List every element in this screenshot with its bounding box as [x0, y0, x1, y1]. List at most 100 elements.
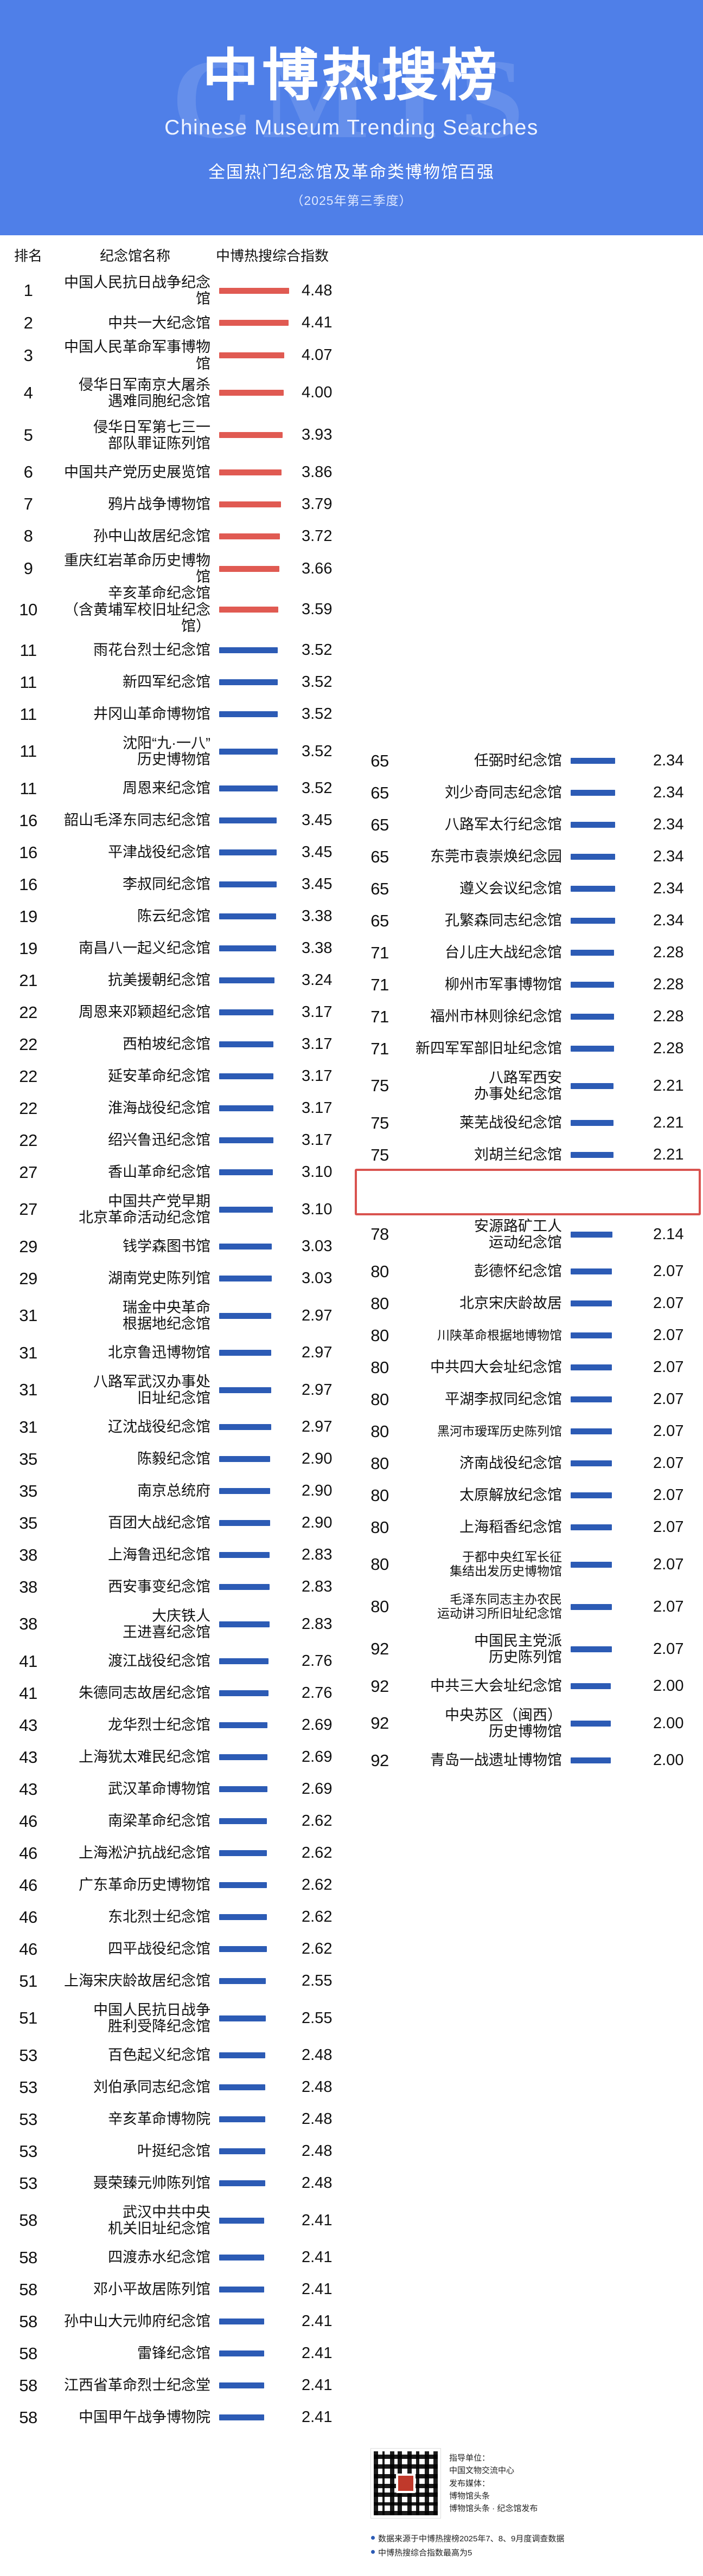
table-row[interactable]: 21 抗美援朝纪念馆 3.24: [0, 964, 352, 996]
table-row[interactable]: 31 八路军武汉办事处 旧址纪念馆 2.97: [0, 1369, 352, 1411]
table-row[interactable]: 22 淮海战役纪念馆 3.17: [0, 1092, 352, 1124]
table-row-highlighted[interactable]: 78 中国工农红军 西路军纪念馆 2.14: [352, 1169, 703, 1215]
table-row[interactable]: 80 上海稻香纪念馆 2.07: [352, 1511, 703, 1543]
table-row[interactable]: 71 新四军军部旧址纪念馆 2.28: [352, 1033, 703, 1065]
table-row[interactable]: 38 上海鲁迅纪念馆 2.83: [0, 1539, 352, 1571]
table-row[interactable]: 65 遵义会议纪念馆 2.34: [352, 873, 703, 905]
qr-code-icon[interactable]: [370, 2448, 441, 2519]
table-row[interactable]: 51 上海宋庆龄故居纪念馆 2.55: [0, 1965, 352, 1997]
table-row[interactable]: 65 刘少奇同志纪念馆 2.34: [352, 777, 703, 809]
index-bar: [219, 1786, 267, 1793]
table-row[interactable]: 10 辛亥革命纪念馆 （含黄埔军校旧址纪念馆） 3.59: [0, 585, 352, 634]
table-row[interactable]: 46 广东革命历史博物馆 2.62: [0, 1869, 352, 1901]
table-row[interactable]: 46 南梁革命纪念馆 2.62: [0, 1805, 352, 1837]
table-row[interactable]: 11 雨花台烈士纪念馆 3.52: [0, 634, 352, 666]
table-row[interactable]: 41 朱德同志故居纪念馆 2.76: [0, 1677, 352, 1709]
table-row[interactable]: 80 彭德怀纪念馆 2.07: [352, 1255, 703, 1287]
table-row[interactable]: 92 中国民主党派 历史陈列馆 2.07: [352, 1628, 703, 1670]
table-row[interactable]: 8 孙中山故居纪念馆 3.72: [0, 520, 352, 552]
table-row[interactable]: 53 刘伯承同志纪念馆 2.48: [0, 2071, 352, 2103]
table-row[interactable]: 11 井冈山革命博物馆 3.52: [0, 698, 352, 730]
index-bar: [219, 785, 278, 792]
table-row[interactable]: 80 北京宋庆龄故居 2.07: [352, 1287, 703, 1319]
table-row[interactable]: 80 毛泽东同志主办农民 运动讲习所旧址纪念馆 2.07: [352, 1586, 703, 1628]
table-row[interactable]: 19 南昌八一起义纪念馆 3.38: [0, 932, 352, 964]
table-row[interactable]: 2 中共一大纪念馆 4.41: [0, 307, 352, 339]
table-row[interactable]: 43 龙华烈士纪念馆 2.69: [0, 1709, 352, 1741]
table-row[interactable]: 11 沈阳“九·一八” 历史博物馆 3.52: [0, 730, 352, 772]
table-row[interactable]: 41 渡江战役纪念馆 2.76: [0, 1645, 352, 1677]
table-row[interactable]: 1 中国人民抗日战争纪念馆 4.48: [0, 274, 352, 307]
table-row[interactable]: 58 孙中山大元帅府纪念馆 2.41: [0, 2305, 352, 2337]
table-row[interactable]: 43 上海犹太难民纪念馆 2.69: [0, 1741, 352, 1773]
table-row[interactable]: 80 中共四大会址纪念馆 2.07: [352, 1351, 703, 1383]
table-row[interactable]: 22 周恩来邓颖超纪念馆 3.17: [0, 996, 352, 1028]
table-row[interactable]: 92 青岛一战遗址博物馆 2.00: [352, 1744, 703, 1776]
table-row[interactable]: 46 东北烈士纪念馆 2.62: [0, 1901, 352, 1933]
table-row[interactable]: 58 四渡赤水纪念馆 2.41: [0, 2242, 352, 2274]
table-row[interactable]: 29 湖南党史陈列馆 3.03: [0, 1263, 352, 1295]
table-row[interactable]: 92 中共三大会址纪念馆 2.00: [352, 1670, 703, 1702]
table-row[interactable]: 78 安源路矿工人 运动纪念馆 2.14: [352, 1213, 703, 1255]
table-row[interactable]: 46 四平战役纪念馆 2.62: [0, 1933, 352, 1965]
table-row[interactable]: 71 柳州市军事博物馆 2.28: [352, 969, 703, 1001]
table-row[interactable]: 53 百色起义纪念馆 2.48: [0, 2039, 352, 2071]
table-row[interactable]: 75 莱芜战役纪念馆 2.21: [352, 1107, 703, 1139]
table-row[interactable]: 75 刘胡兰纪念馆 2.21: [352, 1139, 703, 1171]
table-row[interactable]: 80 黑河市瑷珲历史陈列馆 2.07: [352, 1415, 703, 1447]
table-row[interactable]: 22 西柏坡纪念馆 3.17: [0, 1028, 352, 1060]
table-row[interactable]: 38 西安事变纪念馆 2.83: [0, 1571, 352, 1603]
table-row[interactable]: 71 福州市林则徐纪念馆 2.28: [352, 1001, 703, 1033]
table-row[interactable]: 3 中国人民革命军事博物馆 4.07: [0, 339, 352, 371]
table-row[interactable]: 6 中国共产党历史展览馆 3.86: [0, 456, 352, 488]
table-row[interactable]: 29 钱学森图书馆 3.03: [0, 1231, 352, 1263]
table-row[interactable]: 35 陈毅纪念馆 2.90: [0, 1443, 352, 1475]
table-row[interactable]: 53 叶挺纪念馆 2.48: [0, 2135, 352, 2167]
table-row[interactable]: 58 中国甲午战争博物院 2.41: [0, 2401, 352, 2433]
table-row[interactable]: 65 任弼时纪念馆 2.34: [352, 745, 703, 777]
index-bar: [571, 1268, 612, 1274]
table-row[interactable]: 16 李叔同纪念馆 3.45: [0, 868, 352, 900]
table-row[interactable]: 58 武汉中共中央 机关旧址纪念馆 2.41: [0, 2199, 352, 2242]
table-row[interactable]: 16 韶山毛泽东同志纪念馆 3.45: [0, 804, 352, 836]
table-row[interactable]: 65 八路军太行纪念馆 2.34: [352, 809, 703, 841]
table-row[interactable]: 9 重庆红岩革命历史博物馆 3.66: [0, 552, 352, 585]
table-row[interactable]: 80 于都中央红军长征 集结出发历史博物馆 2.07: [352, 1543, 703, 1586]
table-row[interactable]: 16 平津战役纪念馆 3.45: [0, 836, 352, 868]
table-row[interactable]: 35 南京总统府 2.90: [0, 1475, 352, 1507]
table-row[interactable]: 11 周恩来纪念馆 3.52: [0, 772, 352, 804]
table-row[interactable]: 53 聂荣臻元帅陈列馆 2.48: [0, 2167, 352, 2199]
table-row[interactable]: 75 八路军西安 办事处纪念馆 2.21: [352, 1065, 703, 1107]
table-row[interactable]: 27 香山革命纪念馆 3.10: [0, 1156, 352, 1188]
table-row[interactable]: 80 济南战役纪念馆 2.07: [352, 1447, 703, 1479]
table-row[interactable]: 58 雷锋纪念馆 2.41: [0, 2337, 352, 2369]
table-row[interactable]: 11 新四军纪念馆 3.52: [0, 666, 352, 698]
table-row[interactable]: 58 江西省革命烈士纪念堂 2.41: [0, 2369, 352, 2401]
table-row[interactable]: 65 东莞市袁崇焕纪念园 2.34: [352, 841, 703, 873]
museum-name-cell: 遵义会议纪念馆: [459, 880, 562, 897]
table-row[interactable]: 71 台儿庄大战纪念馆 2.28: [352, 937, 703, 969]
table-row[interactable]: 19 陈云纪念馆 3.38: [0, 900, 352, 932]
table-row[interactable]: 35 百团大战纪念馆 2.90: [0, 1507, 352, 1539]
table-row[interactable]: 53 辛亥革命博物院 2.48: [0, 2103, 352, 2135]
table-row[interactable]: 43 武汉革命博物馆 2.69: [0, 1773, 352, 1805]
table-row[interactable]: 5 侵华日军第七三一 部队罪证陈列馆 3.93: [0, 414, 352, 456]
table-row[interactable]: 31 瑞金中央革命 根据地纪念馆 2.97: [0, 1295, 352, 1337]
table-row[interactable]: 46 上海淞沪抗战纪念馆 2.62: [0, 1837, 352, 1869]
table-row[interactable]: 51 中国人民抗日战争 胜利受降纪念馆 2.55: [0, 1997, 352, 2039]
table-row[interactable]: 38 大庆铁人 王进喜纪念馆 2.83: [0, 1603, 352, 1645]
table-row[interactable]: 92 中央苏区（闽西） 历史博物馆 2.00: [352, 1702, 703, 1744]
table-row[interactable]: 7 鸦片战争博物馆 3.79: [0, 488, 352, 520]
table-row[interactable]: 22 绍兴鲁迅纪念馆 3.17: [0, 1124, 352, 1156]
table-row[interactable]: 27 中国共产党早期 北京革命活动纪念馆 3.10: [0, 1188, 352, 1231]
table-row[interactable]: 80 川陕革命根据地博物馆 2.07: [352, 1319, 703, 1351]
table-row[interactable]: 80 太原解放纪念馆 2.07: [352, 1479, 703, 1511]
table-row[interactable]: 31 北京鲁迅博物馆 2.97: [0, 1337, 352, 1369]
table-row[interactable]: 31 辽沈战役纪念馆 2.97: [0, 1411, 352, 1443]
table-row[interactable]: 58 邓小平故居陈列馆 2.41: [0, 2274, 352, 2305]
table-row[interactable]: 22 延安革命纪念馆 3.17: [0, 1060, 352, 1092]
table-row[interactable]: 80 平湖李叔同纪念馆 2.07: [352, 1383, 703, 1415]
table-row[interactable]: 4 侵华日军南京大屠杀 遇难同胞纪念馆 4.00: [0, 372, 352, 414]
museum-name-cell: 中国民主党派 历史陈列馆: [474, 1632, 562, 1665]
table-row[interactable]: 65 孔繁森同志纪念馆 2.34: [352, 905, 703, 937]
